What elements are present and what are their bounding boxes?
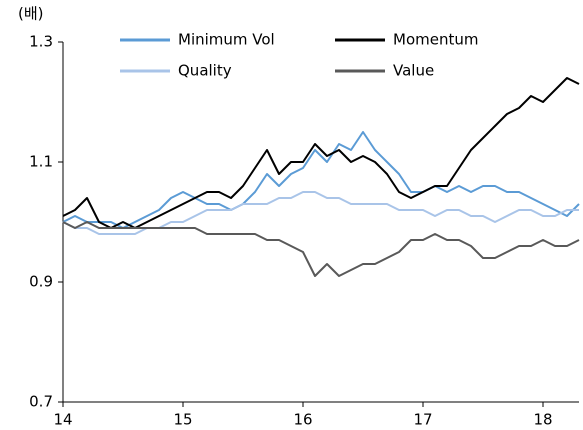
series-line xyxy=(62,221,580,277)
legend-label: Minimum Vol xyxy=(178,31,275,49)
series-line xyxy=(62,131,580,229)
y-tick-label: 0.7 xyxy=(29,393,53,411)
y-tick-label: 1.3 xyxy=(29,33,53,51)
y-tick-label: 1.1 xyxy=(29,153,53,171)
x-tick-label: 15 xyxy=(173,411,192,429)
legend-label: Quality xyxy=(178,62,232,80)
x-tick-label: 18 xyxy=(533,411,552,429)
y-tick-label: 0.9 xyxy=(29,273,53,291)
legend-label: Momentum xyxy=(393,31,478,49)
series-line xyxy=(62,77,580,229)
x-tick-label: 17 xyxy=(413,411,432,429)
y-axis-label: (배) xyxy=(18,5,44,23)
legend-label: Value xyxy=(393,62,434,80)
x-tick-label: 16 xyxy=(293,411,312,429)
x-tick-label: 14 xyxy=(53,411,72,429)
